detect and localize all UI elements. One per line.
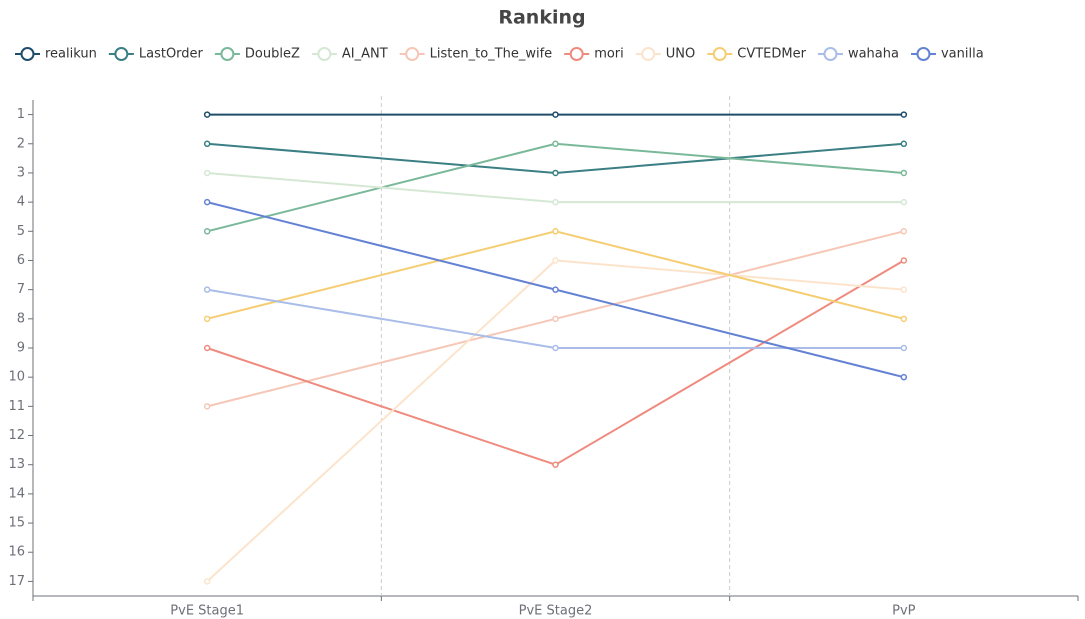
- point: [900, 315, 908, 323]
- point: [203, 344, 211, 352]
- legend-icon: [114, 47, 129, 61]
- y-tick-label: 1: [17, 107, 25, 122]
- point: [552, 461, 559, 468]
- y-tick-label: 8: [17, 311, 25, 326]
- point: [203, 403, 211, 410]
- legend-icon: [317, 47, 332, 61]
- y-tick-label: 7: [17, 282, 25, 297]
- point: [203, 315, 211, 323]
- y-tick-label: 2: [17, 136, 25, 151]
- point: [900, 228, 908, 235]
- chart-title: Ranking: [498, 7, 585, 29]
- legend-icon: [20, 47, 35, 61]
- point: [203, 140, 211, 148]
- y-tick-label: 10: [8, 370, 25, 385]
- legend-icon: [220, 47, 235, 61]
- legend-label: CVTEDMer: [737, 47, 806, 62]
- point: [203, 578, 211, 585]
- legend-label: wahaha: [848, 47, 899, 62]
- legend-icon: [916, 47, 931, 61]
- y-tick-label: 9: [17, 341, 25, 356]
- x-tick-label: PvE Stage2: [519, 604, 593, 619]
- point: [552, 286, 559, 293]
- legend-icon: [712, 47, 727, 61]
- y-tick-label: 15: [8, 516, 25, 531]
- legend-label: AI_ANT: [342, 47, 388, 62]
- legend-label: DoubleZ: [245, 47, 300, 62]
- x-tick-label: PvP: [892, 604, 916, 619]
- legend-label: LastOrder: [139, 47, 204, 62]
- y-tick-label: 6: [17, 253, 25, 268]
- point: [552, 140, 559, 148]
- point: [552, 198, 559, 206]
- y-tick-label: 4: [17, 195, 25, 210]
- x-tick-label: PvE Stage1: [170, 604, 244, 619]
- point: [900, 344, 908, 352]
- legend-label: vanilla: [941, 47, 984, 62]
- y-tick-label: 5: [17, 224, 25, 239]
- y-tick-label: 14: [8, 486, 25, 501]
- point: [552, 169, 559, 177]
- y-tick-label: 17: [8, 574, 25, 589]
- legend-icon: [569, 47, 584, 61]
- point: [203, 198, 211, 206]
- legend-icon: [641, 47, 656, 61]
- series-line: [206, 142, 904, 233]
- point: [203, 228, 211, 235]
- point: [552, 315, 559, 323]
- y-tick-label: 11: [8, 399, 25, 414]
- point: [203, 286, 211, 293]
- legend-label: realikun: [45, 47, 97, 62]
- point: [900, 286, 908, 293]
- y-tick-label: 16: [8, 545, 25, 560]
- y-tick-label: 12: [8, 428, 25, 443]
- point: [900, 111, 908, 118]
- legend-label: Listen_to_The_wife: [430, 47, 553, 62]
- series-line: [206, 230, 905, 320]
- point: [900, 257, 908, 264]
- series-line: [207, 142, 904, 174]
- point: [203, 111, 211, 118]
- point: [900, 169, 908, 177]
- point: [203, 169, 211, 177]
- legend-icon: [405, 47, 420, 61]
- legend-icon: [823, 47, 838, 61]
- point: [900, 140, 908, 148]
- point: [900, 373, 908, 381]
- point: [552, 257, 559, 264]
- y-tick-label: 13: [8, 457, 25, 472]
- point: [552, 344, 559, 352]
- series-line: [206, 259, 904, 583]
- series-line: [207, 171, 904, 204]
- y-tick-label: 3: [17, 165, 25, 180]
- point: [552, 111, 559, 118]
- point: [552, 228, 559, 235]
- legend-label: UNO: [666, 47, 695, 62]
- legend-label: mori: [594, 47, 624, 62]
- point: [900, 198, 908, 206]
